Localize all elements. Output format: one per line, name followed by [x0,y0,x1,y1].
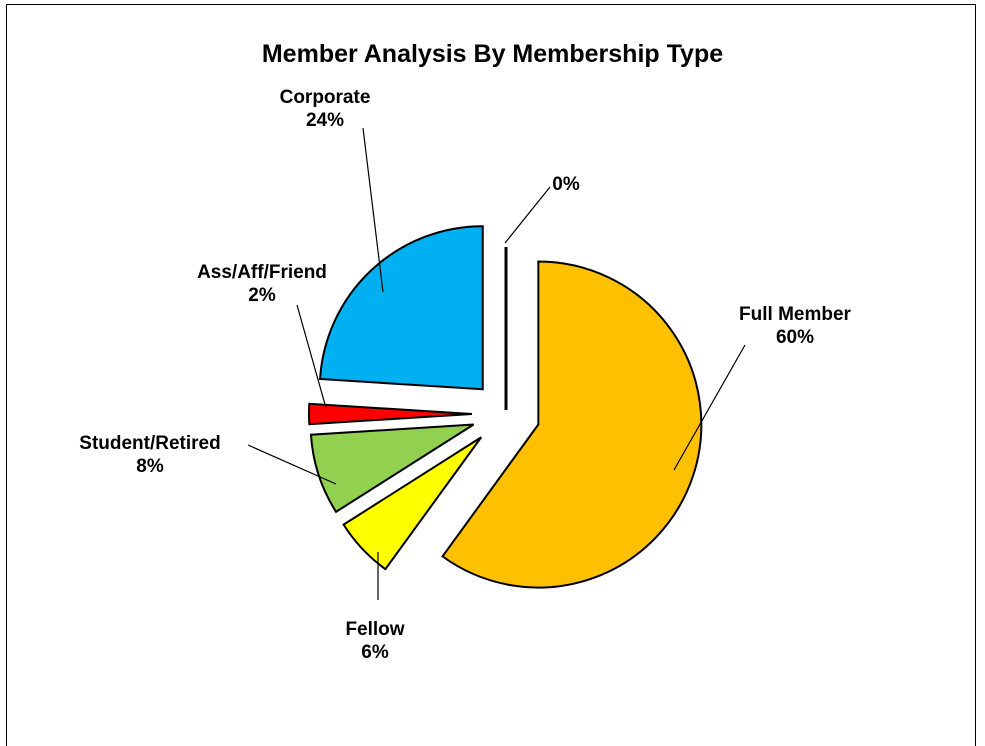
category-label: Student/Retired [79,433,220,454]
data-label-zero: 0% [552,174,580,195]
pie-slice-ass-aff-friend [308,402,473,426]
data-label-student-retired: Student/Retired 8% [79,433,220,477]
leader-line-full-member [673,344,746,471]
leader-line-ass-aff-friend [296,304,327,409]
category-label: Corporate [280,87,371,108]
category-label: Fellow [345,619,404,640]
leader-line-student-retired [247,444,337,485]
pie-slice-corporate [318,225,484,391]
data-label-fellow: Fellow 6% [345,619,404,663]
percent-label: 24% [306,110,344,131]
leader-line-zero [504,186,551,244]
pie-slice-full-member [441,260,703,589]
chart-area [6,4,976,746]
data-label-ass-aff-friend: Ass/Aff/Friend 2% [197,262,327,306]
category-label: Full Member [739,304,852,325]
percent-label: 60% [776,327,814,348]
category-label: Ass/Aff/Friend [197,262,327,283]
pie-slice-student-retired [309,423,475,514]
percent-label: 0% [552,174,580,195]
leader-line-corporate [362,127,384,293]
chart-title: Member Analysis By Membership Type [261,40,724,68]
data-label-corporate: Corporate 24% [280,87,371,131]
percent-label: 6% [361,642,389,663]
percent-label: 8% [136,456,164,477]
percent-label: 2% [248,285,276,306]
data-label-full-member: Full Member 60% [739,304,852,348]
pie-slice-fellow [342,436,483,571]
